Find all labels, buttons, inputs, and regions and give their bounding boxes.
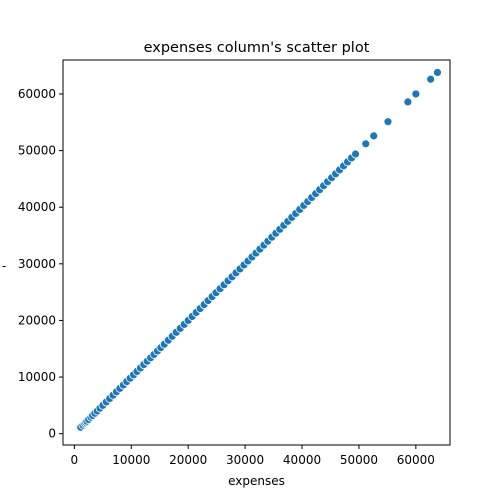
x-axis-ticks: 0 10000 20000 30000 40000 50000 60000 — [71, 445, 435, 467]
chart-title: expenses column's scatter plot — [144, 40, 370, 56]
x-tick-label: 40000 — [283, 453, 321, 467]
x-tick-label: 30000 — [226, 453, 264, 467]
data-point — [351, 149, 360, 159]
y-tick-label: 50000 — [18, 144, 56, 158]
y-tick-label: 60000 — [18, 87, 56, 101]
data-point — [426, 74, 436, 84]
x-axis-label: expenses — [228, 474, 285, 488]
data-point — [369, 131, 379, 141]
x-tick-label: 60000 — [397, 453, 435, 467]
x-tick-label: 50000 — [340, 453, 378, 467]
y-axis-ticks: 0 10000 20000 30000 40000 50000 60000 — [18, 87, 63, 441]
x-tick-label: 0 — [71, 453, 79, 467]
plot-area-frame — [62, 59, 451, 446]
y-tick-label: 40000 — [18, 200, 56, 214]
y-tick-label: 30000 — [18, 257, 56, 271]
x-tick-label: 10000 — [112, 453, 150, 467]
y-axis-label: - — [2, 259, 6, 273]
y-tick-label: 10000 — [18, 370, 56, 384]
y-tick-label: 0 — [48, 427, 56, 441]
data-point — [411, 89, 421, 99]
data-point — [403, 97, 413, 107]
data-point — [361, 139, 371, 149]
scatter-points — [76, 68, 442, 432]
data-point — [383, 117, 393, 127]
x-tick-label: 20000 — [169, 453, 207, 467]
y-tick-label: 20000 — [18, 313, 56, 327]
data-point — [433, 68, 442, 77]
